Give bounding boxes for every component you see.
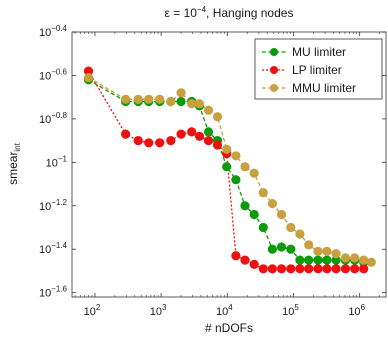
data-point-mmu-limiter: [340, 253, 351, 263]
data-point-lp-limiter: [295, 264, 305, 274]
data-point-mmu-limiter: [359, 255, 369, 265]
data-point-mu-limiter: [258, 222, 268, 233]
data-point-lp-limiter: [331, 264, 341, 274]
x-tick-label: 104: [216, 303, 233, 318]
data-point-lp-limiter: [212, 140, 223, 150]
y-axis-label: smearint: [6, 142, 22, 185]
data-point-mmu-limiter: [366, 257, 376, 267]
data-point-mu-limiter: [176, 96, 186, 107]
data-point-mmu-limiter: [194, 99, 205, 109]
data-point-mu-limiter: [240, 201, 250, 211]
legend: MU limiter LP limiter MMU limiter: [254, 38, 383, 100]
data-point-mu-limiter: [295, 255, 305, 265]
series-group: [83, 66, 376, 274]
x-axis-label: # nDOFs: [205, 321, 253, 335]
x-tick-label: 106: [348, 303, 365, 318]
data-point-lp-limiter: [350, 264, 360, 274]
data-point-mu-limiter: [267, 244, 277, 254]
legend-label: MU limiter: [292, 45, 346, 59]
y-tick-label: 10−1.2: [39, 198, 68, 213]
data-point-mmu-limiter: [313, 246, 323, 256]
data-point-mmu-limiter: [166, 96, 176, 107]
data-point-mu-limiter: [276, 242, 287, 252]
legend-label: LP limiter: [292, 63, 342, 77]
y-tick-label: 10−0.4: [39, 24, 68, 39]
data-point-lp-limiter: [249, 259, 259, 269]
data-point-mmu-limiter: [144, 94, 154, 104]
data-point-mu-limiter: [331, 255, 341, 265]
legend-marker: [270, 48, 278, 56]
y-tick-label: 10−1.4: [39, 241, 68, 256]
data-point-mmu-limiter: [83, 73, 94, 83]
data-point-lp-limiter: [144, 138, 154, 148]
data-point-mmu-limiter: [322, 246, 332, 256]
data-point-mmu-limiter: [203, 105, 214, 115]
x-tick-label: 103: [150, 303, 167, 318]
chart-title: ε = 10−4, Hanging nodes: [165, 5, 294, 20]
y-tick-label: 10−1.6: [39, 285, 68, 300]
data-point-lp-limiter: [258, 264, 268, 274]
legend-marker: [270, 66, 278, 74]
y-tick-label: 10−0.6: [39, 67, 68, 82]
data-point-mu-limiter: [286, 244, 296, 254]
data-point-mu-limiter: [322, 255, 332, 265]
data-point-mmu-limiter: [212, 112, 223, 122]
data-point-mmu-limiter: [121, 94, 131, 104]
y-tick-label: 10−0.8: [39, 111, 68, 126]
legend-marker: [270, 84, 278, 92]
data-point-mmu-limiter: [331, 249, 341, 259]
data-point-lp-limiter: [359, 264, 369, 274]
data-point-mmu-limiter: [258, 188, 268, 198]
data-point-lp-limiter: [166, 136, 176, 146]
data-point-lp-limiter: [133, 136, 143, 146]
data-point-lp-limiter: [121, 129, 131, 139]
data-point-lp-limiter: [322, 264, 332, 274]
data-point-lp-limiter: [194, 131, 205, 141]
data-point-lp-limiter: [286, 264, 296, 274]
data-point-mmu-limiter: [187, 99, 197, 109]
data-point-lp-limiter: [187, 127, 197, 137]
data-point-mu-limiter: [222, 162, 232, 172]
data-point-mmu-limiter: [155, 94, 165, 104]
data-point-mmu-limiter: [231, 151, 241, 161]
data-point-lp-limiter: [304, 264, 314, 274]
data-point-mu-limiter: [203, 127, 214, 137]
legend-label: MMU limiter: [292, 81, 356, 95]
data-point-mu-limiter: [249, 209, 259, 220]
data-point-mmu-limiter: [267, 199, 277, 209]
data-point-lp-limiter: [267, 264, 277, 274]
data-point-mmu-limiter: [240, 162, 250, 172]
plot-frame: [71, 31, 387, 298]
data-point-lp-limiter: [313, 264, 323, 274]
data-point-mmu-limiter: [249, 168, 259, 178]
data-point-mmu-limiter: [176, 88, 186, 98]
x-tick-label: 105: [282, 303, 299, 318]
data-point-mu-limiter: [313, 255, 323, 265]
data-point-lp-limiter: [231, 251, 241, 261]
data-point-mmu-limiter: [295, 229, 305, 239]
data-point-mmu-limiter: [276, 209, 287, 220]
data-point-mmu-limiter: [222, 144, 232, 154]
data-point-mu-limiter: [304, 255, 314, 265]
tick-group: 102 103 104 105 106 10−0.4 10−0.6 10−0.8 10−1 10−…: [39, 24, 386, 318]
data-point-lp-limiter: [83, 66, 94, 76]
data-point-lp-limiter: [240, 255, 250, 265]
y-tick-label: 10−1: [46, 154, 68, 169]
data-point-mu-limiter: [231, 175, 241, 185]
data-point-lp-limiter: [203, 136, 214, 146]
data-point-mmu-limiter: [350, 253, 360, 263]
data-point-lp-limiter: [155, 138, 165, 148]
data-point-lp-limiter: [176, 129, 186, 139]
data-point-lp-limiter: [276, 264, 287, 274]
data-point-mmu-limiter: [286, 222, 296, 233]
series-line-mmu-limiter: [88, 77, 372, 263]
data-point-lp-limiter: [340, 264, 351, 274]
data-point-mmu-limiter: [133, 94, 143, 104]
data-point-mmu-limiter: [304, 240, 314, 250]
x-tick-label: 102: [84, 303, 101, 318]
